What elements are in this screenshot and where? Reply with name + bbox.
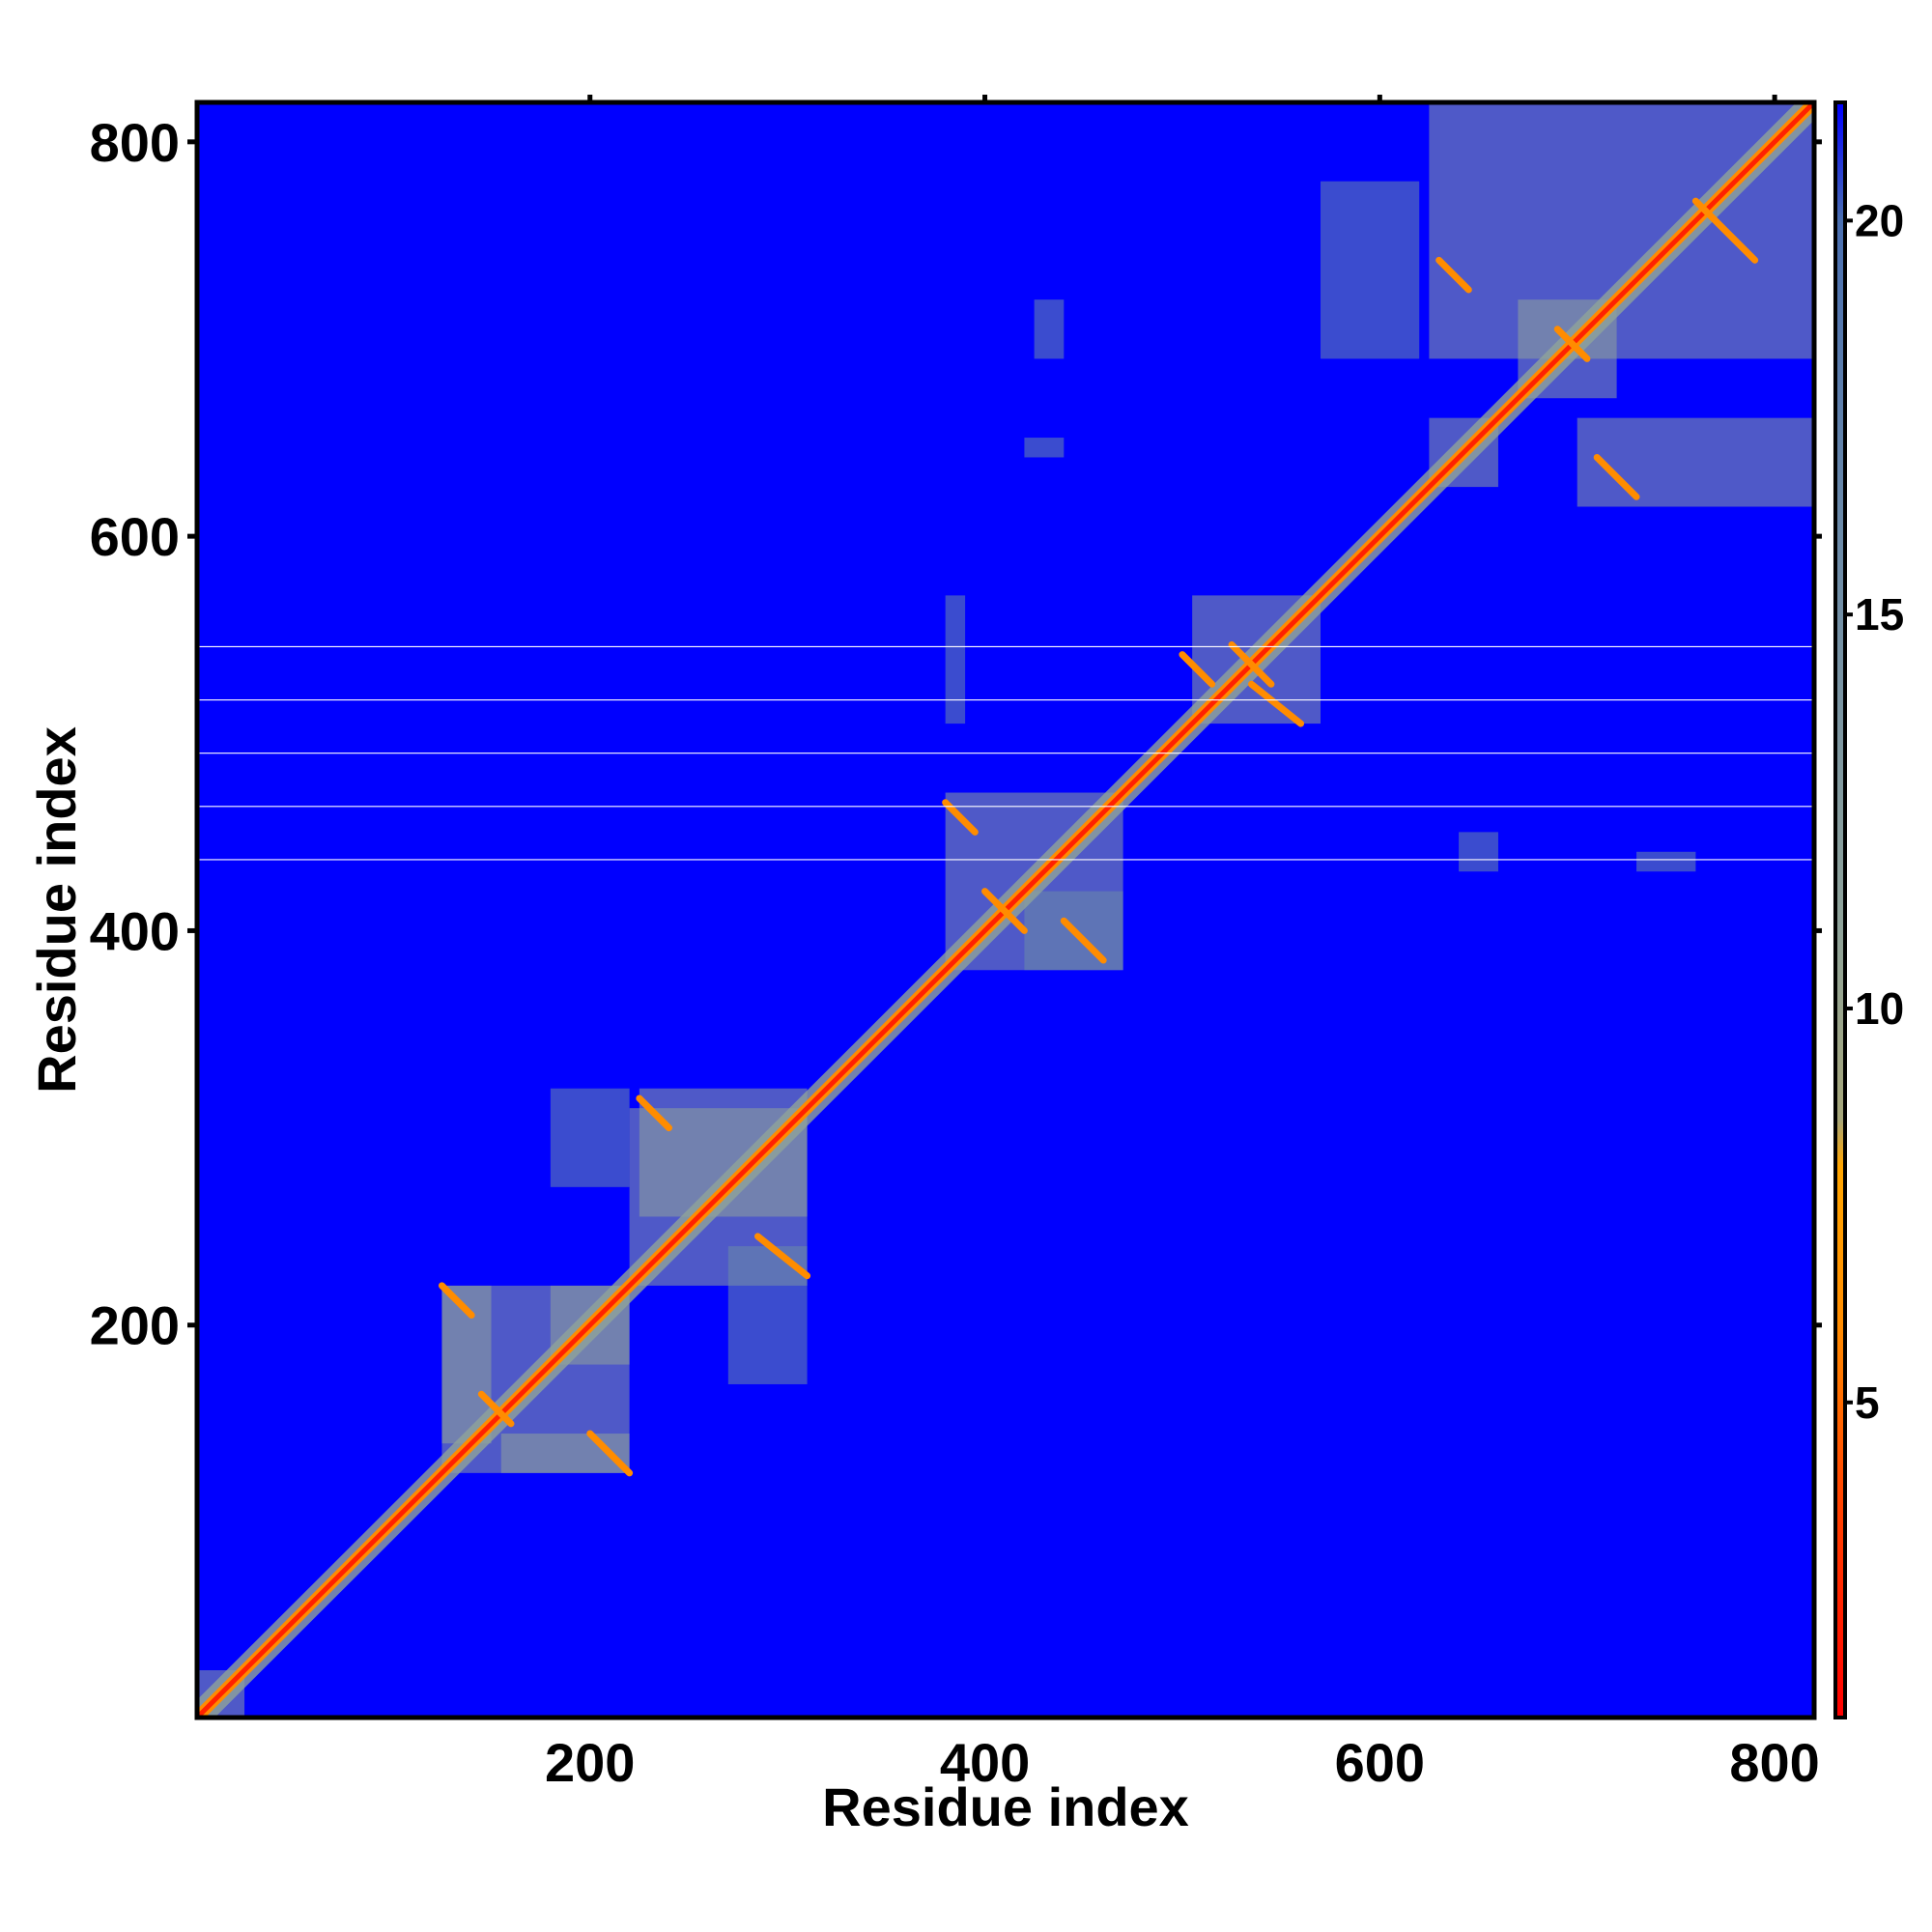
y-tick-label: 800 [90,112,180,173]
contact-line [1553,326,1591,362]
contact-block [1577,417,1814,507]
contact-line [1435,256,1472,294]
contact-block [550,1088,630,1187]
contact-line [753,1233,811,1280]
contact-line [1247,680,1305,727]
contact-line [1060,917,1107,964]
contact-block [1321,181,1420,359]
y-tick-label: 400 [90,900,180,961]
x-axis-title: Residue index [822,1776,1189,1837]
x-tick-label: 400 [940,1732,1030,1793]
contact-line [981,888,1028,934]
contact-block [1459,832,1498,872]
contact-line [438,1282,475,1320]
contact-block [1024,438,1065,458]
contact-line [1593,453,1640,500]
contact-block [1429,102,1814,359]
colorbar-tick-label: 20 [1855,195,1904,245]
y-axis-title: Residue index [26,726,87,1094]
x-tick-label: 800 [1729,1732,1819,1793]
colorbar-tick-label: 15 [1855,589,1904,639]
contact-line [586,1430,634,1477]
colorbar-border [1833,100,1847,1719]
contact-block [1034,299,1065,359]
contact-line [942,799,979,836]
x-axis: 200 400 600 800 [545,95,1820,1793]
contact-line [477,1390,515,1428]
contact-block [945,595,966,724]
contact-line [1228,640,1275,688]
x-tick-label: 200 [545,1732,635,1793]
y-tick-label: 600 [90,506,180,567]
colorbar: 5 10 15 20 [1833,100,1904,1719]
contact-block [1636,851,1696,872]
plot-frame [194,99,1817,1720]
plot-border [194,99,1817,1720]
y-axis: 200 400 600 800 [90,112,1822,1356]
contact-line [1179,651,1216,688]
heatmap-plot-area [197,102,1814,1718]
colorbar-tick-label: 5 [1855,1378,1880,1428]
colorbar-tick-label: 10 [1855,983,1904,1034]
y-tick-label: 200 [90,1295,180,1356]
colorbar-gradient [1835,102,1845,1718]
x-tick-label: 600 [1335,1732,1425,1793]
contact-line [1691,197,1759,264]
contact-line [636,1094,673,1132]
